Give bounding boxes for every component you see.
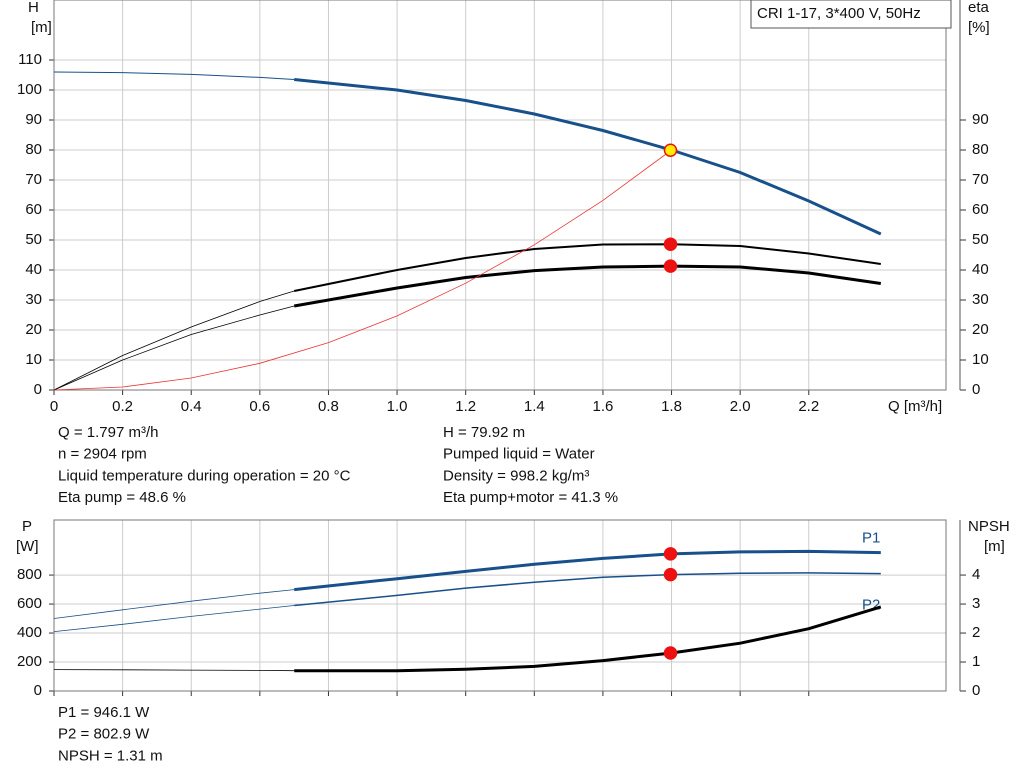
x-axis-label: Q [m³/h] [888,398,942,415]
x-tick-label: 1.6 [592,398,613,415]
operating-point [663,547,678,561]
y-tick-label: 400 [17,624,42,641]
y2-tick-label: 2 [972,624,980,641]
info-text: n = 2904 rpm [58,446,147,463]
y-tick-label: 90 [25,111,42,128]
x-tick-label: 1.4 [524,398,545,415]
info-text: P1 = 946.1 W [58,704,150,721]
x-tick-label: 2.2 [798,398,819,415]
y-tick-label: 200 [17,653,42,670]
curve [294,243,881,292]
legend-text: CRI 1-17, 3*400 V, 50Hz [757,5,921,22]
y-tick-label: 100 [17,81,42,98]
x-tick-label: 1.2 [455,398,476,415]
y2-tick-label: 50 [972,231,989,248]
info-text: Density = 998.2 kg/m³ [443,467,589,484]
series-label: P1 [862,530,880,547]
curve [53,305,295,391]
y-tick-label: 60 [25,201,42,218]
legend-box [750,0,952,29]
curve [53,149,672,391]
y-tick-label: 10 [25,351,42,368]
curve [294,549,881,592]
y2-tick-label: 0 [972,381,980,398]
curve [53,669,295,672]
curve [294,572,881,607]
curve [293,264,882,308]
y2-tick-label: 10 [972,351,989,368]
curve [294,78,882,236]
plot-area [54,520,946,691]
plot-frame [53,0,947,391]
y2-tick-label: 4 [972,566,980,583]
y2-tick-label: 60 [972,201,989,218]
y2-axis-unit: [m] [984,538,1005,555]
y2-tick-label: 90 [972,111,989,128]
y2-tick-label: 20 [972,321,989,338]
curve [53,589,295,619]
y-tick-label: 30 [25,291,42,308]
operating-point [663,259,678,273]
plot-area [54,0,946,390]
y-axis-label: H [28,0,39,16]
y2-axis-label: eta [968,0,990,16]
operating-point [663,237,678,251]
y-axis-label: P [22,518,32,535]
y2-tick-label: 1 [972,653,980,670]
info-text: Pumped liquid = Water [443,446,595,463]
y2-tick-label: 40 [972,261,989,278]
operating-point [663,567,678,582]
info-text: Eta pump = 48.6 % [58,489,186,506]
info-text: Eta pump+motor = 41.3 % [443,489,618,506]
x-tick-label: 0.2 [112,398,133,415]
curve [53,605,295,632]
y-tick-label: 50 [25,231,42,248]
info-text: H = 79.92 m [443,424,525,441]
y-tick-label: 20 [25,321,42,338]
x-tick-label: 0.6 [249,398,270,415]
y2-tick-label: 80 [972,141,989,158]
y-tick-label: 600 [17,595,42,612]
y2-axis-label: NPSH [968,518,1010,535]
y-tick-label: 80 [25,141,42,158]
y2-tick-label: 0 [972,682,980,699]
y-tick-label: 800 [17,566,42,583]
y-tick-label: 40 [25,261,42,278]
y-tick-label: 0 [34,381,42,398]
x-tick-label: 0.8 [318,398,339,415]
info-text: Liquid temperature during operation = 20… [58,467,351,484]
x-tick-label: 2.0 [730,398,751,415]
plot-frame [53,519,947,692]
curve [294,605,882,673]
info-text: P2 = 802.9 W [58,726,150,743]
info-text: NPSH = 1.31 m [58,747,163,764]
x-tick-label: 0 [50,398,58,415]
y2-tick-label: 70 [972,171,989,188]
y2-axis-unit: [%] [968,19,990,36]
y-tick-label: 110 [18,51,42,68]
x-tick-label: 1.8 [661,398,682,415]
operating-point [663,143,678,157]
y-axis-unit: [m] [31,19,52,36]
y2-tick-label: 3 [972,595,980,612]
x-tick-label: 0.4 [181,398,202,415]
y2-tick-label: 30 [972,291,989,308]
operating-point [663,646,678,660]
info-text: Q = 1.797 m³/h [58,424,158,441]
y-axis-unit: [W] [16,538,39,555]
x-tick-label: 1.0 [387,398,408,415]
y-tick-label: 0 [34,682,42,699]
y-tick-label: 70 [25,171,42,188]
curve [53,290,295,391]
curve [53,71,295,80]
